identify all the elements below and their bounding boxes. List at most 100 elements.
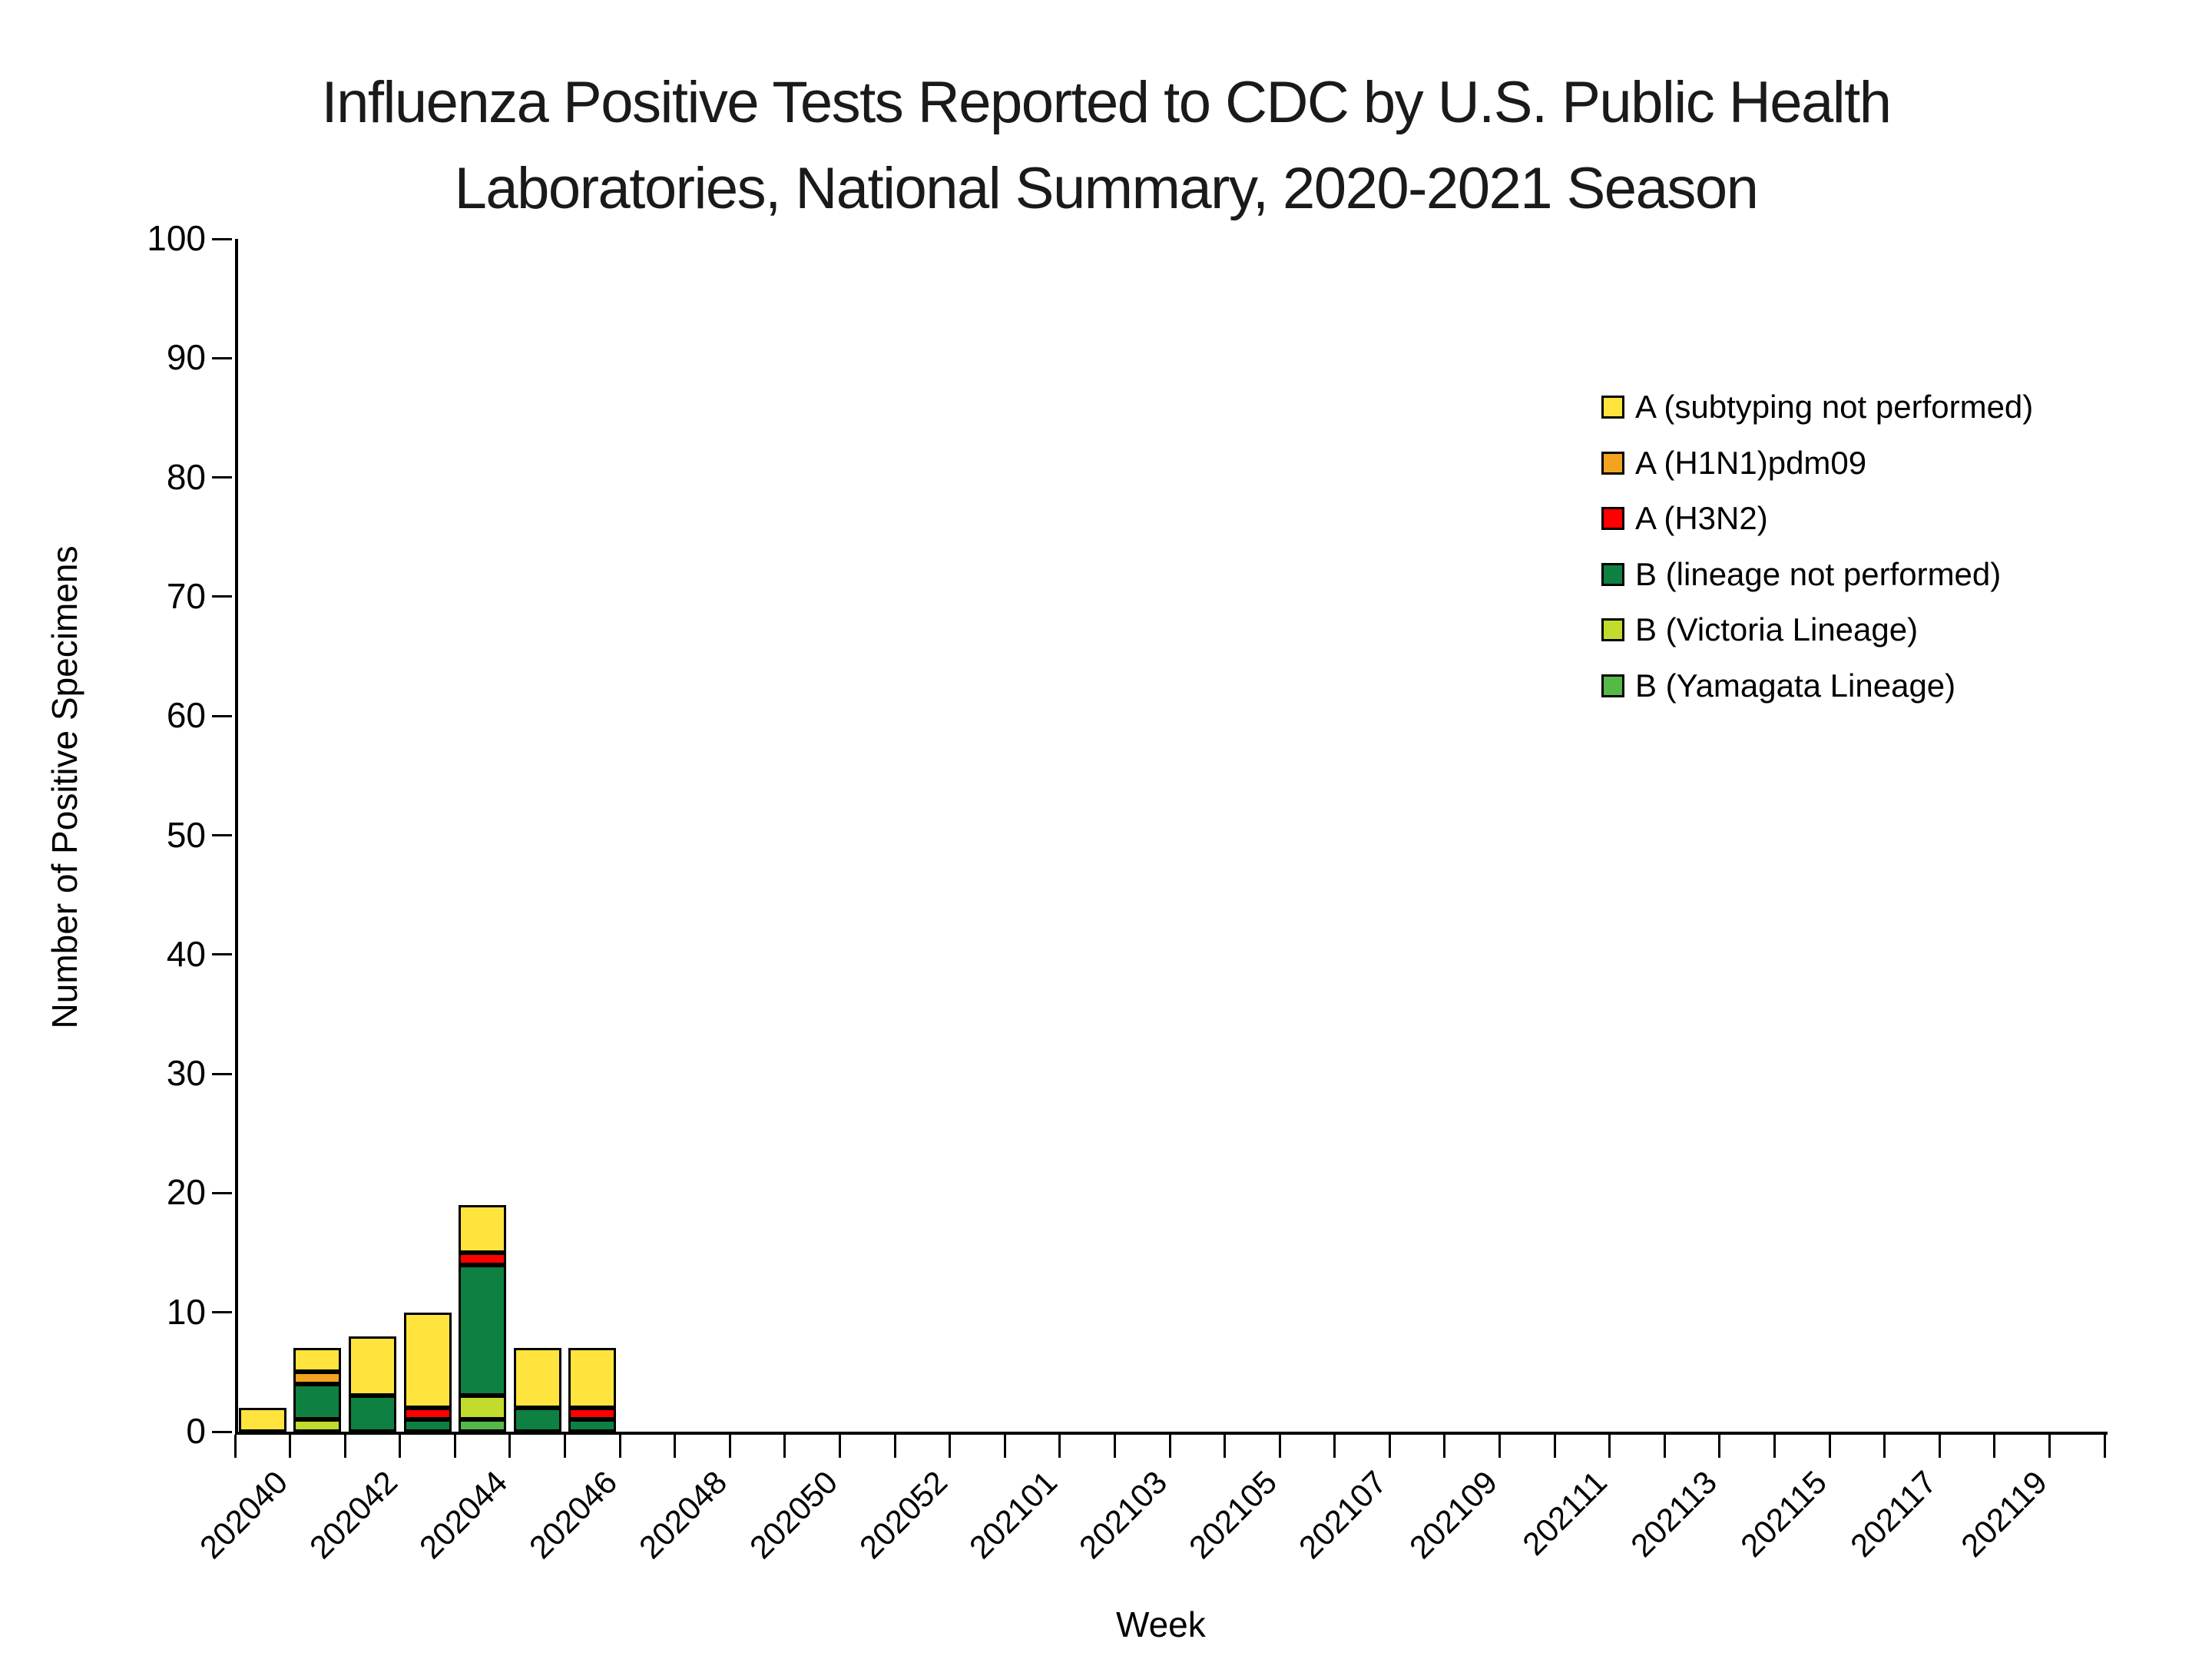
chart-title: Influenza Positive Tests Reported to CDC… — [0, 60, 2212, 232]
x-axis-tick-label: 202107 — [1292, 1463, 1394, 1566]
legend-swatch-b-victoria-lineage- — [1601, 618, 1624, 641]
y-axis-tick-label: 10 — [166, 1291, 206, 1332]
legend-swatch-a-h3n2- — [1601, 507, 1624, 530]
x-axis-tick-label: 202109 — [1402, 1463, 1504, 1566]
x-axis-tick-label: 202052 — [852, 1463, 954, 1566]
y-axis-tick-label: 80 — [166, 456, 206, 497]
x-axis-tick — [1718, 1435, 1721, 1458]
legend-swatch-b-lineage-not-performed- — [1601, 562, 1624, 586]
y-axis-tick-label: 60 — [166, 695, 206, 736]
x-axis-tick — [1498, 1435, 1502, 1458]
x-axis-tick-label: 202042 — [302, 1463, 405, 1566]
x-axis-tick — [1388, 1435, 1391, 1458]
legend-item: B (Yamagata Lineage) — [1601, 667, 1956, 704]
x-axis-tick — [1608, 1435, 1611, 1458]
bar-segment — [348, 1336, 396, 1396]
legend-swatch-b-yamagata-lineage- — [1601, 674, 1624, 697]
x-axis-tick — [1663, 1435, 1666, 1458]
x-axis-tick — [1003, 1435, 1006, 1458]
x-axis-tick — [1278, 1435, 1281, 1458]
x-axis-tick — [2103, 1435, 2106, 1458]
bar-segment — [403, 1312, 452, 1408]
bar-segment — [568, 1407, 617, 1420]
legend-item: A (H1N1)pdm09 — [1601, 444, 1867, 481]
x-axis-tick — [564, 1435, 567, 1458]
y-axis-tick — [212, 953, 232, 956]
x-axis-tick — [783, 1435, 786, 1458]
x-axis-tick — [2048, 1435, 2051, 1458]
bar-segment — [568, 1419, 617, 1432]
x-axis-tick — [618, 1435, 621, 1458]
legend-item: A (H3N2) — [1601, 500, 1768, 536]
bar-segment — [459, 1419, 507, 1432]
x-axis-tick — [233, 1435, 237, 1458]
x-axis-tick — [1333, 1435, 1336, 1458]
x-axis-tick — [1883, 1435, 1886, 1458]
x-axis-tick-label: 202115 — [1734, 1463, 1834, 1565]
x-axis-title: Week — [1116, 1604, 1206, 1644]
x-axis-tick — [1443, 1435, 1446, 1458]
x-axis-tick-label: 202048 — [632, 1463, 734, 1566]
y-axis-tick — [212, 1430, 232, 1433]
x-axis-tick — [893, 1435, 896, 1458]
x-axis-tick-label: 202105 — [1182, 1463, 1284, 1566]
bar-segment — [348, 1396, 396, 1432]
x-axis-tick-label: 202101 — [962, 1463, 1065, 1566]
x-axis-tick — [728, 1435, 731, 1458]
x-axis-tick — [1224, 1435, 1227, 1458]
x-axis-tick — [399, 1435, 402, 1458]
legend-label: B (Yamagata Lineage) — [1635, 667, 1956, 704]
x-axis-tick-label: 202111 — [1515, 1463, 1614, 1562]
x-axis-tick-label: 202044 — [412, 1463, 515, 1566]
bar-segment — [293, 1372, 342, 1384]
y-axis-tick-label: 70 — [166, 575, 206, 616]
y-axis-tick-label: 100 — [147, 218, 206, 258]
legend-item: A (subtyping not performed) — [1601, 391, 2033, 423]
y-axis-tick-label: 20 — [166, 1172, 206, 1213]
bar-segment — [403, 1419, 452, 1432]
legend-swatch-a-subtyping-not-performed- — [1601, 396, 1624, 419]
y-axis-tick — [212, 595, 232, 598]
bar-segment — [513, 1407, 561, 1432]
y-axis-tick — [212, 834, 232, 836]
legend-swatch-a-h1n1-pdm09 — [1601, 451, 1624, 475]
y-axis-tick-label: 0 — [186, 1411, 206, 1451]
bar-segment — [459, 1253, 507, 1265]
plot-area — [235, 239, 2108, 1435]
bar-segment — [513, 1348, 561, 1408]
legend-item: B (Victoria Lineage) — [1601, 611, 1919, 647]
legend-label: B (Victoria Lineage) — [1635, 611, 1919, 647]
bar-segment — [403, 1407, 452, 1420]
x-axis-tick — [453, 1435, 456, 1458]
y-axis-tick-label: 30 — [166, 1053, 206, 1094]
y-axis-tick — [212, 1191, 232, 1194]
x-axis-tick — [1168, 1435, 1171, 1458]
x-axis-tick-label: 202050 — [742, 1463, 844, 1566]
y-axis-tick — [212, 356, 232, 359]
x-axis-tick-label: 202117 — [1843, 1463, 1944, 1565]
y-axis-tick — [212, 476, 232, 479]
x-axis-tick — [949, 1435, 952, 1458]
y-axis-tick — [212, 1311, 232, 1314]
x-axis-tick — [289, 1435, 292, 1458]
y-axis-tick-label: 90 — [166, 337, 206, 378]
y-axis-tick-label: 50 — [166, 814, 206, 855]
legend-label: A (H3N2) — [1635, 500, 1768, 536]
x-axis-tick — [1113, 1435, 1116, 1458]
legend-label: B (lineage not performed) — [1635, 555, 2002, 592]
y-axis-tick — [212, 1072, 232, 1075]
bar-segment — [459, 1204, 507, 1253]
legend-label: A (H1N1)pdm09 — [1635, 444, 1867, 481]
x-axis-tick-label: 202119 — [1953, 1463, 2054, 1565]
x-axis-tick — [1773, 1435, 1776, 1458]
legend-item: B (lineage not performed) — [1601, 555, 2002, 592]
x-axis-tick — [1553, 1435, 1556, 1458]
x-axis-tick — [1938, 1435, 1941, 1458]
x-axis-tick-label: 202103 — [1071, 1463, 1174, 1566]
bar-segment — [293, 1383, 342, 1420]
x-axis-tick-label: 202113 — [1624, 1463, 1724, 1565]
bar-segment — [293, 1419, 342, 1432]
bar-segment — [293, 1348, 342, 1373]
bar-segment — [568, 1348, 617, 1408]
